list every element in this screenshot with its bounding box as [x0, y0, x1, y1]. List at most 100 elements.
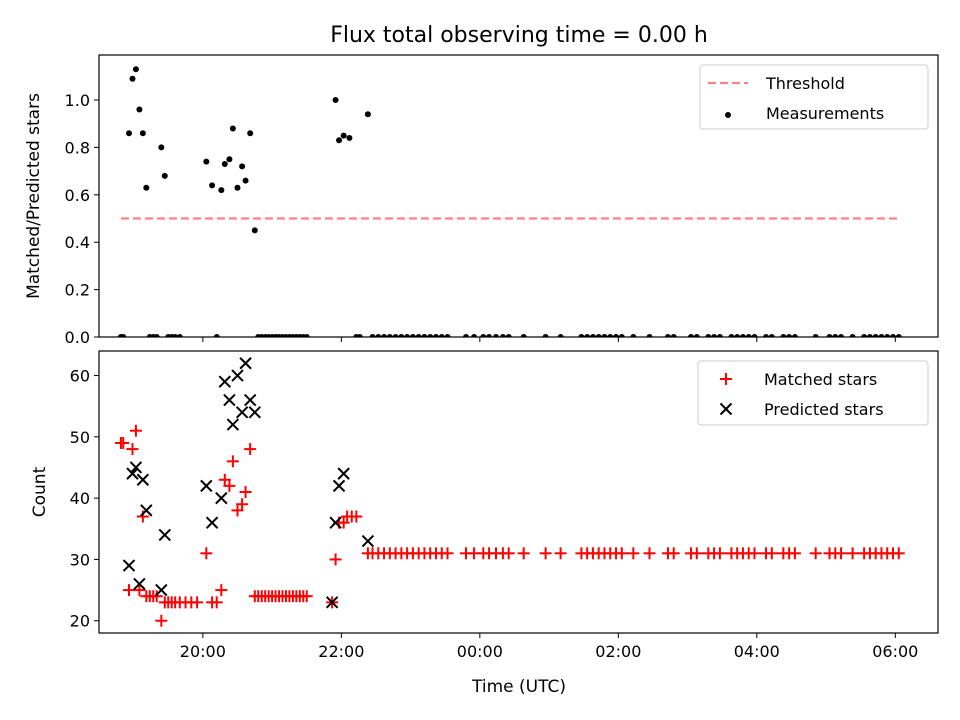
- matched-stars-point: [643, 547, 656, 560]
- matched-stars-point: [892, 547, 905, 560]
- measurement-point: [432, 334, 439, 337]
- measurement-point: [607, 334, 614, 337]
- predicted-stars-point: [155, 583, 168, 597]
- legend-label: Predicted stars: [764, 400, 884, 419]
- measurement-point: [203, 158, 210, 165]
- measurement-point: [751, 334, 758, 337]
- legend-matched-swatch: [720, 373, 732, 385]
- legend-label: Matched stars: [764, 370, 877, 389]
- matched-stars-point: [809, 547, 822, 560]
- matched-stars-point: [155, 614, 168, 627]
- predicted-stars-point: [218, 375, 231, 388]
- bottom-axes-counts: 20 30 40 50 60 20:00 22:00 00:00 02:00 04:00 06:00…: [30, 350, 939, 661]
- matched-stars-point: [539, 547, 552, 560]
- measurement-point: [332, 97, 339, 104]
- measurement-point: [734, 334, 741, 337]
- measurement-point: [716, 334, 723, 337]
- measurement-point: [486, 334, 493, 337]
- predicted-stars-point: [158, 528, 171, 542]
- matched-stars-point: [627, 547, 640, 560]
- measurement-point: [421, 334, 428, 337]
- matched-stars-point: [765, 547, 778, 560]
- matched-stars-point: [239, 486, 252, 498]
- measurement-point: [601, 334, 608, 337]
- matched-stars-point: [517, 547, 530, 560]
- matched-stars-point: [123, 584, 136, 597]
- x-tick-label: 20:00: [180, 642, 226, 661]
- measurement-point: [239, 163, 246, 170]
- matched-stars-point: [226, 455, 239, 468]
- matched-stars-point: [350, 510, 363, 523]
- measurement-point: [786, 334, 793, 337]
- measurement-point: [218, 187, 225, 194]
- measurement-point: [646, 334, 653, 337]
- legend-label: Measurements: [766, 104, 884, 123]
- plot-area: [114, 357, 905, 627]
- measurement-point: [832, 334, 839, 337]
- measurement-point: [120, 334, 127, 337]
- predicted-stars-point: [133, 577, 146, 591]
- y-tick-label: 30: [70, 550, 90, 569]
- measurement-point: [404, 334, 411, 337]
- measurement-point: [878, 334, 885, 337]
- measurement-point: [462, 334, 469, 337]
- measurement-point: [826, 334, 833, 337]
- measurement-point: [889, 334, 896, 337]
- predicted-stars-point: [235, 406, 249, 419]
- measurement-point: [247, 130, 254, 137]
- matched-stars-point: [667, 547, 680, 560]
- measurement-point: [630, 334, 637, 337]
- axes-frame: [98, 54, 939, 338]
- measurement-point: [768, 334, 775, 337]
- measurement-point: [242, 177, 249, 184]
- y-axis-label: Matched/Predicted stars: [24, 93, 44, 299]
- y-tick-label: 1.0: [65, 91, 90, 110]
- measurement-point: [693, 334, 700, 337]
- measurement-point: [409, 334, 416, 337]
- measurement-point: [584, 334, 591, 337]
- measurement-point: [613, 334, 620, 337]
- predicted-stars-point: [226, 418, 240, 431]
- matched-stars-point: [215, 584, 228, 597]
- matched-stars-point: [223, 479, 236, 492]
- measurement-point: [838, 334, 845, 337]
- measurement-point: [213, 334, 220, 337]
- measurement-point: [336, 137, 343, 144]
- measurement-point: [791, 334, 798, 337]
- legend-predicted-swatch: [719, 402, 733, 416]
- measurement-point: [136, 106, 143, 113]
- measurement-point: [126, 130, 133, 137]
- measurement-point: [251, 227, 258, 234]
- measurement-point: [520, 334, 527, 337]
- measurement-point: [161, 172, 168, 179]
- predicted-stars-point: [332, 479, 346, 493]
- measurement-point: [176, 334, 183, 337]
- measurement-point: [739, 334, 746, 337]
- top-axes-matched-ratio: 0.0 0.2 0.4 0.6 0.8 1.0 Matched/Predicted star…: [24, 54, 939, 347]
- measurement-point: [346, 134, 353, 141]
- measurement-point: [153, 334, 160, 337]
- measurement-point: [340, 132, 347, 139]
- matched-stars-point: [329, 553, 342, 566]
- measurement-point: [745, 334, 752, 337]
- measurement-point: [143, 184, 150, 191]
- legend-measurement-swatch: [725, 112, 731, 118]
- measurement-point: [542, 334, 549, 337]
- measurement-point: [780, 334, 787, 337]
- predicted-stars-point: [243, 393, 257, 407]
- measurement-point: [364, 111, 371, 118]
- predicted-stars-point: [329, 516, 342, 529]
- matched-stars-point: [150, 590, 163, 603]
- y-tick-label: 0.0: [65, 328, 90, 347]
- measurement-point: [172, 334, 179, 337]
- measurement-point: [209, 182, 216, 189]
- x-tick-label: 22:00: [318, 642, 364, 661]
- matched-stars-point: [210, 596, 223, 609]
- measurement-point: [471, 334, 478, 337]
- measurement-point: [492, 334, 499, 337]
- x-tick-label: 06:00: [872, 642, 918, 661]
- measurement-point: [480, 334, 487, 337]
- predicted-stars-point: [126, 467, 139, 480]
- measurement-point: [392, 334, 399, 337]
- measurement-point: [578, 334, 585, 337]
